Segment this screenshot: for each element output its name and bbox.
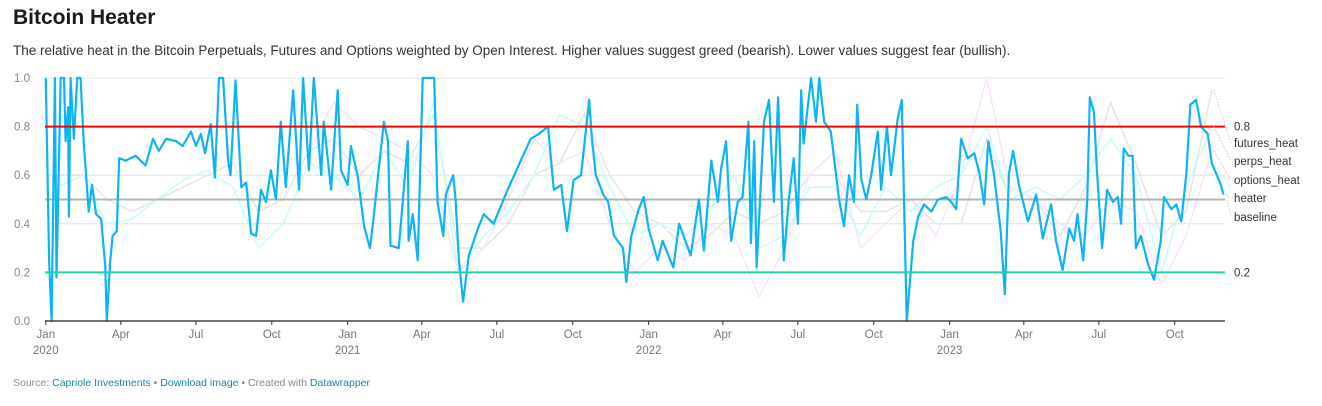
label-connector: [1213, 89, 1232, 144]
series-line-perps-heat: [57, 101, 1213, 274]
download-image-link[interactable]: Download image: [160, 377, 239, 389]
chart-title: Bitcoin Heater: [13, 6, 156, 29]
x-tick-year-label: 2020: [33, 345, 59, 357]
x-tick-label: Jul: [1091, 329, 1106, 341]
x-tick-label: Apr: [112, 329, 130, 341]
x-tick-label: Oct: [263, 329, 282, 341]
label-connector: [1225, 194, 1232, 199]
x-tick-label: Apr: [1015, 329, 1033, 341]
x-tick-label: Apr: [413, 329, 431, 341]
y-tick-label: 0.4: [14, 219, 31, 231]
y-tick-label: 0.2: [14, 267, 30, 279]
reference-label: 0.2: [1234, 267, 1250, 279]
reference-lines: [45, 125, 1225, 274]
gridlines: [45, 77, 1225, 273]
x-tick-label: Jul: [490, 329, 505, 341]
x-tick-label: Oct: [1166, 329, 1185, 341]
y-tick-label: 0.6: [14, 170, 30, 182]
x-tick-label: Jan: [940, 329, 959, 341]
series-line-heater: [44, 76, 1225, 323]
y-tick-label: 1.0: [14, 73, 30, 85]
separator: •: [153, 377, 158, 389]
datawrapper-link[interactable]: Datawrapper: [309, 377, 371, 389]
x-tick-label: Jul: [791, 329, 806, 341]
series-label-heater: heater: [1234, 193, 1267, 205]
x-tick-label: Apr: [714, 329, 732, 341]
x-tick-label: Oct: [865, 329, 884, 341]
series-label-baseline: baseline: [1234, 212, 1277, 224]
x-tick-year-label: 2021: [335, 345, 361, 357]
series-labels: 0.8 0.2 futures_heat perps_heat options_heat…: [1213, 89, 1301, 279]
series-label-options-heat: options_heat: [1234, 175, 1301, 187]
y-tick-label: 0.8: [14, 122, 30, 134]
y-tick-label: 0.0: [14, 316, 30, 328]
series-lines: [44, 76, 1225, 323]
axes: 0.0 0.2 0.4 0.6 0.8 1.0 Jan 2020 Apr Jul Oct Jan 202…: [14, 73, 1225, 357]
series-label-futures-heat: futures_heat: [1234, 138, 1299, 150]
label-connector: [1213, 150, 1232, 181]
created-prefix: Created with: [248, 377, 307, 389]
source-prefix: Source:: [13, 377, 50, 389]
source-link[interactable]: Capriole Investments: [52, 377, 151, 389]
x-tick-label: Oct: [564, 329, 583, 341]
label-connector: [1213, 126, 1232, 162]
footer: Source: Capriole Investments • Download …: [13, 377, 370, 389]
series-label-perps-heat: perps_heat: [1234, 156, 1292, 168]
x-tick-label: Jul: [189, 329, 204, 341]
label-connector: [1226, 199, 1232, 218]
reference-label: 0.8: [1234, 122, 1250, 134]
x-tick-label: Jan: [338, 329, 357, 341]
x-tick-year-label: 2023: [937, 345, 963, 357]
x-tick-label: Jan: [37, 329, 56, 341]
chart-subtitle: The relative heat in the Bitcoin Perpetu…: [13, 43, 1011, 58]
x-tick-year-label: 2022: [636, 345, 662, 357]
x-tick-label: Jan: [639, 329, 658, 341]
separator: •: [241, 377, 246, 389]
